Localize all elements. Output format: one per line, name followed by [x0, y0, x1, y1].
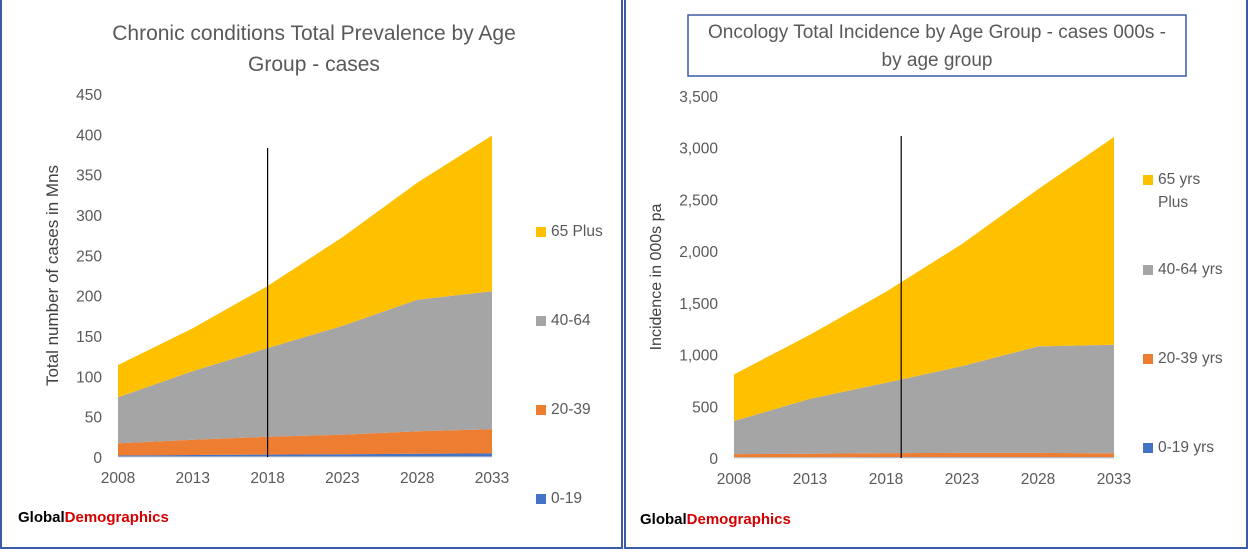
legend-swatch	[536, 494, 546, 504]
brand-logo: GlobalDemographics	[18, 509, 169, 526]
y-tick-label: 1,500	[679, 296, 718, 313]
chart-title-line: Oncology Total Incidence by Age Group - …	[708, 22, 1166, 43]
area-series-40-64-yrs	[734, 344, 1114, 455]
x-tick-label: 2028	[400, 470, 434, 487]
brand-logo: GlobalDemographics	[640, 511, 791, 528]
legend-label: 65 Plus	[551, 223, 603, 240]
brand-global: Global	[18, 509, 65, 526]
area-series-20-39-yrs	[734, 452, 1114, 458]
chart-svg-chronic: Chronic conditions Total Prevalence by A…	[43, 22, 603, 507]
legend-label: 20-39 yrs	[1158, 350, 1223, 367]
legend-label: 40-64	[551, 312, 591, 329]
legend-swatch	[1143, 175, 1153, 185]
legend-swatch	[536, 227, 546, 237]
x-tick-label: 2023	[325, 470, 359, 487]
y-tick-label: 50	[85, 410, 103, 427]
legend-label: 20-39	[551, 401, 591, 418]
legend-swatch	[536, 316, 546, 326]
brand-global: Global	[640, 511, 687, 528]
brand-demographics: Demographics	[686, 511, 791, 528]
chart-title-line: Chronic conditions Total Prevalence by A…	[112, 22, 516, 45]
y-tick-label: 300	[76, 208, 102, 225]
area-series-40-64	[118, 291, 492, 444]
x-tick-label: 2033	[1097, 471, 1131, 488]
legend-swatch	[1143, 443, 1153, 453]
chart-svg-oncology: Oncology Total Incidence by Age Group - …	[648, 14, 1223, 488]
legend-label: 0-19	[551, 490, 582, 507]
y-tick-label: 250	[76, 248, 102, 265]
y-tick-label: 500	[692, 399, 718, 416]
chart-title-line: by age group	[882, 50, 993, 71]
legend-label: Plus	[1158, 194, 1188, 211]
y-tick-label: 350	[76, 168, 102, 185]
x-tick-label: 2018	[869, 471, 903, 488]
y-tick-label: 0	[93, 450, 102, 467]
legend-swatch	[536, 405, 546, 415]
y-tick-label: 100	[76, 369, 102, 386]
x-tick-label: 2013	[793, 471, 827, 488]
x-tick-label: 2028	[1021, 471, 1055, 488]
y-tick-label: 150	[76, 329, 102, 346]
area-series-0-19	[118, 453, 492, 457]
brand-demographics: Demographics	[64, 509, 169, 526]
legend-swatch	[1143, 354, 1153, 364]
x-tick-label: 2008	[717, 471, 751, 488]
legend-label: 40-64 yrs	[1158, 261, 1223, 278]
chart-panel-chronic: Chronic conditions Total Prevalence by A…	[0, 0, 623, 549]
y-tick-label: 450	[76, 87, 102, 104]
x-tick-label: 2013	[176, 470, 210, 487]
area-series-20-39	[118, 429, 492, 456]
area-series-65-yrs-plus	[734, 137, 1114, 421]
y-axis-label: Total number of cases in Mns	[43, 165, 62, 386]
x-tick-label: 2018	[250, 470, 284, 487]
y-tick-label: 0	[709, 451, 718, 468]
x-tick-label: 2033	[475, 470, 509, 487]
y-tick-label: 3,000	[679, 141, 718, 158]
y-tick-label: 1,000	[679, 348, 718, 365]
y-tick-label: 3,500	[679, 89, 718, 106]
area-series-65-plus	[118, 135, 492, 398]
x-tick-label: 2023	[945, 471, 979, 488]
y-tick-label: 2,000	[679, 244, 718, 261]
y-axis-label: Incidence in 000s pa	[648, 204, 665, 351]
legend-label: 65 yrs	[1158, 171, 1200, 188]
chart-panel-oncology: Oncology Total Incidence by Age Group - …	[624, 0, 1248, 549]
x-tick-label: 2008	[101, 470, 135, 487]
legend-label: 0-19 yrs	[1158, 439, 1214, 456]
chart-title-line: Group - cases	[248, 53, 380, 76]
chart-title-box	[687, 14, 1187, 77]
y-tick-label: 400	[76, 127, 102, 144]
legend-swatch	[1143, 265, 1153, 275]
y-tick-label: 2,500	[679, 192, 718, 209]
y-tick-label: 200	[76, 289, 102, 306]
